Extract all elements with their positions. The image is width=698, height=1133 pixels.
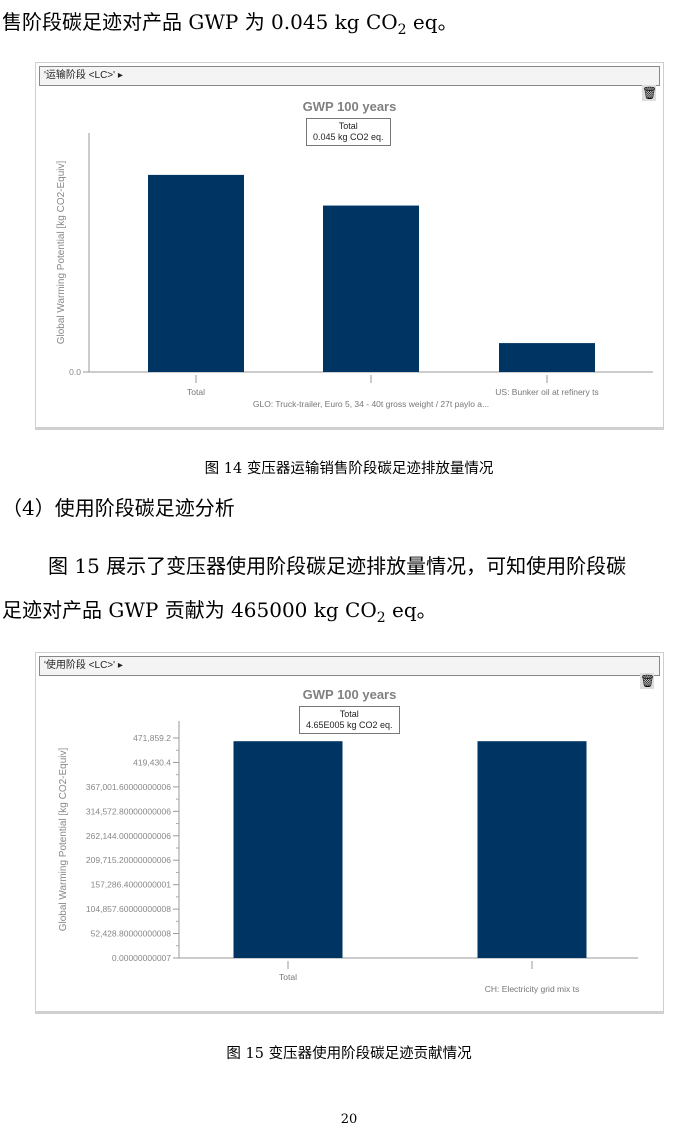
trash-icon[interactable]: 🗑	[642, 85, 658, 101]
chart-title: GWP 100 years	[302, 99, 397, 114]
bar	[477, 741, 587, 958]
bar	[148, 174, 244, 372]
x-tick-label: Total	[279, 972, 297, 982]
y-tick-label: 262,144.00000000006	[86, 831, 171, 841]
page-number: 20	[340, 1112, 358, 1127]
bar	[233, 741, 343, 958]
chart-toolbar[interactable]: '使用阶段 <LC>' ▸	[39, 656, 660, 676]
figure-caption: 图 15 变压器使用阶段碳足迹贡献情况	[226, 1046, 472, 1062]
y-axis-label: Global Warming Potential [kg CO2-Equiv]	[58, 747, 69, 931]
paragraph-line: 图 15 展示了变压器使用阶段碳足迹排放量情况，可知使用阶段碳	[48, 554, 627, 578]
y-tick-label: 104,857.60000000008	[86, 904, 171, 914]
x-tick-label: GLO: Truck-trailer, Euro 5, 34 - 40t gro…	[253, 399, 489, 409]
figure-caption: 图 14 变压器运输销售阶段碳足迹排放量情况	[204, 461, 494, 477]
trash-icon[interactable]: 🗑	[640, 673, 656, 689]
chart-tooltip: Total 0.045 kg CO2 eq.	[306, 118, 391, 146]
bar	[323, 205, 419, 372]
y-tick-label: 0.0	[69, 367, 81, 377]
chart-toolbar[interactable]: '运输阶段 <LC>' ▸	[39, 66, 660, 86]
text-line: 售阶段碳足迹对产品 GWP 为 0.045 kg CO2 eq。	[2, 10, 458, 38]
x-tick-label: CH: Electricity grid mix ts	[485, 984, 579, 994]
y-tick-label: 209,715.20000000006	[86, 855, 171, 865]
y-tick-label: 471,859.2	[133, 733, 171, 743]
paragraph-line: 足迹对产品 GWP 贡献为 465000 kg CO2 eq。	[2, 598, 437, 626]
y-tick-label: 52,428.80000000008	[91, 929, 172, 939]
chart-tooltip: Total 4.65E005 kg CO2 eq.	[299, 706, 400, 734]
chart-plot: Global Warming Potential [kg CO2-Equiv] 0…	[56, 133, 653, 409]
chart-transport-stage: '运输阶段 <LC>' ▸ 🗑 GWP 100 years Total 0.045…	[35, 62, 664, 430]
y-tick-label: 419,430.4	[133, 757, 171, 767]
chart-use-stage: '使用阶段 <LC>' ▸ 🗑 GWP 100 years Total 4.65E…	[35, 652, 664, 1014]
x-tick-label: US: Bunker oil at refinery ts	[495, 387, 598, 397]
chart-plot: Global Warming Potential [kg CO2-Equiv] 0…	[58, 721, 638, 994]
y-tick-label: 367,001.60000000006	[86, 782, 171, 792]
chart-title: GWP 100 years	[302, 687, 397, 702]
y-axis-label: Global Warming Potential [kg CO2-Equiv]	[56, 160, 67, 344]
y-tick-label: 0.00000000007	[112, 953, 171, 963]
y-tick-label: 314,572.80000000006	[86, 806, 171, 816]
y-tick-label: 157,286.4000000001	[91, 880, 172, 890]
x-tick-label: Total	[187, 387, 205, 397]
section-heading: （4）使用阶段碳足迹分析	[2, 496, 235, 520]
bar	[499, 343, 595, 372]
